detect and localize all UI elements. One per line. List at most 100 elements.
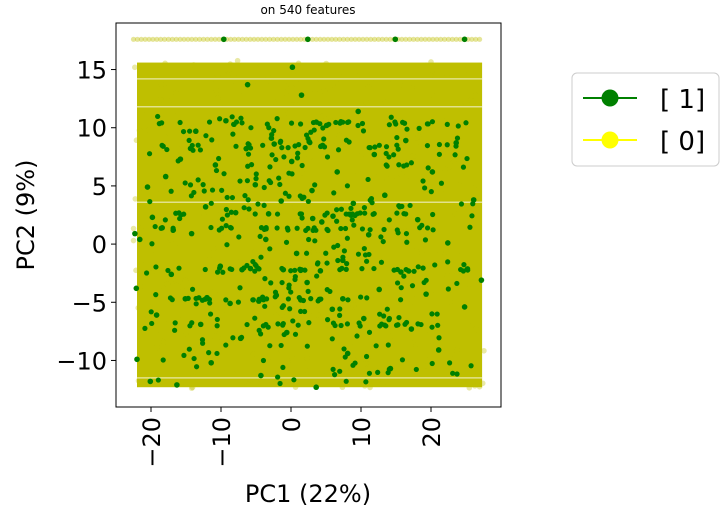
class-1-point <box>289 64 296 71</box>
class-1-point <box>395 230 401 236</box>
class-0-point <box>348 243 354 250</box>
class-1-point <box>202 266 208 273</box>
class-0-point <box>368 293 374 300</box>
class-0-point <box>265 355 271 362</box>
class-1-point <box>332 322 338 329</box>
class-0-point <box>267 36 273 42</box>
class-1-point <box>362 252 369 258</box>
class-1-point <box>290 318 296 324</box>
class-1-point <box>408 326 415 332</box>
class-1-point <box>295 150 301 156</box>
class-0-point <box>391 224 397 230</box>
class-0-point <box>158 81 165 88</box>
class-0-point <box>479 380 486 387</box>
class-0-point <box>354 255 361 262</box>
class-1-point <box>396 162 402 168</box>
class-0-point <box>406 301 413 308</box>
class-0-point <box>133 137 140 144</box>
class-1-point <box>320 125 326 131</box>
class-1-point <box>371 151 378 158</box>
class-0-point <box>287 205 293 211</box>
class-0-point <box>272 218 279 224</box>
class-0-point <box>296 240 303 247</box>
class-0-point <box>356 36 362 42</box>
class-1-point <box>132 230 138 237</box>
class-0-point <box>367 384 373 391</box>
class-1-point <box>369 200 375 206</box>
class-0-point <box>466 384 473 391</box>
class-0-point <box>350 302 357 308</box>
class-0-point <box>294 36 300 42</box>
class-0-point <box>355 68 362 74</box>
class-0-point <box>158 187 165 194</box>
class-1-point <box>181 352 187 358</box>
class-1-point <box>340 254 346 260</box>
class-1-point <box>294 225 300 231</box>
class-0-point <box>473 36 479 42</box>
class-1-point <box>146 151 153 157</box>
class-1-point <box>288 289 294 295</box>
class-1-point <box>408 160 415 166</box>
class-0-point <box>164 192 170 198</box>
class-1-point <box>338 225 344 232</box>
class-0-point <box>201 146 208 153</box>
class-1-point <box>221 36 227 43</box>
class-0-point <box>283 165 290 172</box>
class-0-point <box>423 62 430 69</box>
class-1-point <box>172 320 178 326</box>
class-0-point <box>338 231 344 238</box>
class-0-point <box>439 115 445 121</box>
class-1-point <box>321 136 327 142</box>
class-0-point <box>363 361 370 367</box>
class-1-point <box>445 286 451 292</box>
class-1-point <box>324 260 330 266</box>
class-0-point <box>299 64 306 70</box>
class-1-point <box>304 279 310 286</box>
class-1-point <box>337 368 343 374</box>
class-1-point <box>359 266 365 272</box>
class-1-point <box>350 200 357 207</box>
class-1-point <box>268 280 274 286</box>
class-0-point <box>270 98 277 105</box>
class-1-point <box>214 269 221 275</box>
class-1-point <box>298 308 304 314</box>
class-0-point <box>334 138 340 145</box>
class-1-point <box>399 357 406 363</box>
class-1-point <box>299 162 305 169</box>
class-1-point <box>444 121 450 127</box>
class-1-point <box>208 224 214 231</box>
class-1-point <box>422 185 428 191</box>
class-1-point <box>253 171 259 177</box>
x-axis-label: PC1 (22%) <box>245 480 371 508</box>
class-0-point <box>325 36 331 42</box>
class-1-point <box>425 165 431 171</box>
class-1-point <box>381 313 387 319</box>
class-1-point <box>286 193 292 199</box>
class-1-point <box>253 263 259 269</box>
class-0-point <box>234 345 240 351</box>
class-1-point <box>395 322 401 328</box>
class-0-point <box>422 363 429 369</box>
class-0-point <box>326 377 333 384</box>
class-1-point <box>343 378 349 384</box>
class-1-point <box>160 143 166 149</box>
class-1-point <box>280 364 286 371</box>
class-0-point <box>252 154 259 161</box>
class-0-point <box>210 245 217 252</box>
class-1-point <box>332 372 338 378</box>
class-1-point <box>178 212 184 218</box>
class-1-point <box>470 201 476 207</box>
class-1-point <box>200 340 206 346</box>
class-1-point <box>220 269 226 275</box>
class-0-point <box>431 93 437 100</box>
class-0-point <box>250 80 256 86</box>
class-1-point <box>291 377 297 383</box>
class-1-point <box>323 250 329 256</box>
class-1-point <box>237 178 243 184</box>
class-0-point <box>321 36 327 42</box>
class-0-point <box>398 171 405 177</box>
class-1-point <box>330 213 336 219</box>
class-1-point <box>287 306 293 312</box>
class-1-point <box>464 266 470 272</box>
class-1-point <box>364 258 370 264</box>
